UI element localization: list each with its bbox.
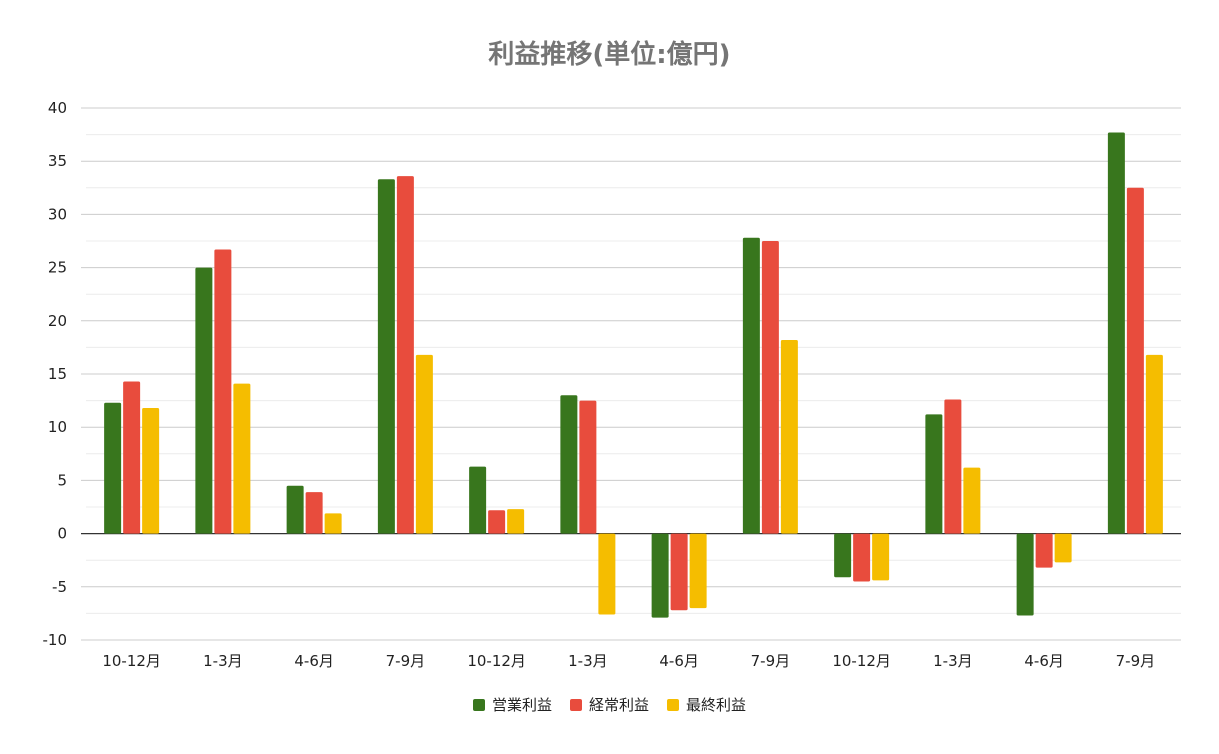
bar-最終利益-9 — [963, 467, 981, 534]
x-tick-label: 7-9月 — [751, 652, 791, 670]
legend-item: 最終利益 — [667, 694, 746, 715]
y-tick-label: 25 — [48, 259, 67, 277]
y-tick-label: 20 — [48, 312, 67, 330]
bar-最終利益-2 — [324, 513, 342, 534]
y-tick-label: 0 — [57, 525, 67, 543]
legend-swatch — [569, 698, 582, 711]
bar-経常利益-9 — [944, 399, 962, 534]
legend-item: 経常利益 — [569, 694, 649, 715]
bar-最終利益-10 — [1054, 533, 1072, 563]
legend: 営業利益 経常利益 最終利益 — [0, 694, 1219, 715]
x-axis-ticks: 10-12月 1-3月 4-6月 7-9月 10-12月 1-3月 4-6月 7-9月 10-1… — [102, 652, 1155, 670]
bar-営業利益-2 — [286, 485, 304, 534]
bar-経常利益-2 — [305, 492, 323, 534]
bar-経常利益-1 — [214, 249, 232, 534]
bar-最終利益-11 — [1145, 354, 1163, 534]
y-tick-label: -10 — [43, 631, 68, 649]
legend-swatch — [667, 698, 679, 711]
legend-label: 経常利益 — [588, 696, 649, 714]
bar-経常利益-11 — [1126, 187, 1144, 534]
bar-最終利益-5 — [598, 533, 616, 615]
bar-営業利益-9 — [925, 414, 943, 534]
chart-title: 利益推移(単位:億円) — [488, 40, 731, 70]
legend-label: 営業利益 — [491, 696, 552, 714]
bar-営業利益-3 — [377, 179, 395, 534]
bar-最終利益-6 — [689, 533, 707, 609]
bar-最終利益-4 — [507, 509, 525, 534]
bar-最終利益-7 — [780, 339, 798, 534]
bar-営業利益-1 — [195, 267, 213, 534]
x-tick-label: 4-6月 — [659, 652, 699, 670]
y-tick-label: 15 — [48, 365, 67, 383]
bar-最終利益-8 — [872, 533, 890, 581]
y-tick-label: 35 — [48, 152, 67, 170]
gridlines — [81, 107, 1181, 641]
bar-経常利益-7 — [761, 241, 779, 534]
x-tick-label: 10-12月 — [102, 652, 161, 670]
x-tick-label: 4-6月 — [1024, 652, 1064, 670]
legend-label: 最終利益 — [686, 696, 747, 714]
bar-経常利益-0 — [123, 381, 141, 534]
y-tick-label: 30 — [48, 205, 67, 223]
y-tick-label: 5 — [57, 471, 67, 489]
x-tick-label: 1-3月 — [203, 652, 243, 670]
bar-営業利益-7 — [742, 237, 760, 534]
x-tick-label: 7-9月 — [386, 652, 426, 670]
x-tick-label: 1-3月 — [933, 652, 973, 670]
bar-経常利益-10 — [1035, 533, 1053, 568]
y-tick-label: -5 — [52, 578, 67, 596]
x-tick-label: 10-12月 — [467, 652, 526, 670]
bar-最終利益-0 — [142, 408, 160, 534]
x-tick-label: 1-3月 — [568, 652, 608, 670]
bar-最終利益-1 — [233, 383, 251, 534]
bar-営業利益-11 — [1107, 132, 1125, 534]
bar-経常利益-4 — [488, 510, 506, 534]
bars — [104, 132, 1163, 618]
bar-営業利益-0 — [104, 402, 122, 534]
legend-swatch — [472, 698, 485, 711]
bar-経常利益-3 — [396, 176, 414, 534]
bar-営業利益-5 — [560, 395, 578, 534]
legend-item: 営業利益 — [472, 694, 552, 715]
y-tick-label: 40 — [48, 99, 67, 117]
bar-経常利益-5 — [579, 400, 597, 534]
y-axis-ticks: 40 35 30 25 20 15 10 5 0 -5 -10 — [43, 99, 68, 649]
bar-営業利益-8 — [834, 533, 852, 578]
bar-経常利益-8 — [853, 533, 871, 582]
bar-営業利益-10 — [1016, 533, 1034, 616]
x-tick-label: 7-9月 — [1116, 652, 1156, 670]
bar-最終利益-3 — [415, 354, 433, 534]
bar-営業利益-4 — [469, 466, 487, 534]
bar-営業利益-6 — [651, 533, 669, 618]
x-tick-label: 4-6月 — [294, 652, 334, 670]
bar-経常利益-6 — [670, 533, 688, 611]
x-tick-label: 10-12月 — [832, 652, 891, 670]
y-tick-label: 10 — [48, 418, 67, 436]
